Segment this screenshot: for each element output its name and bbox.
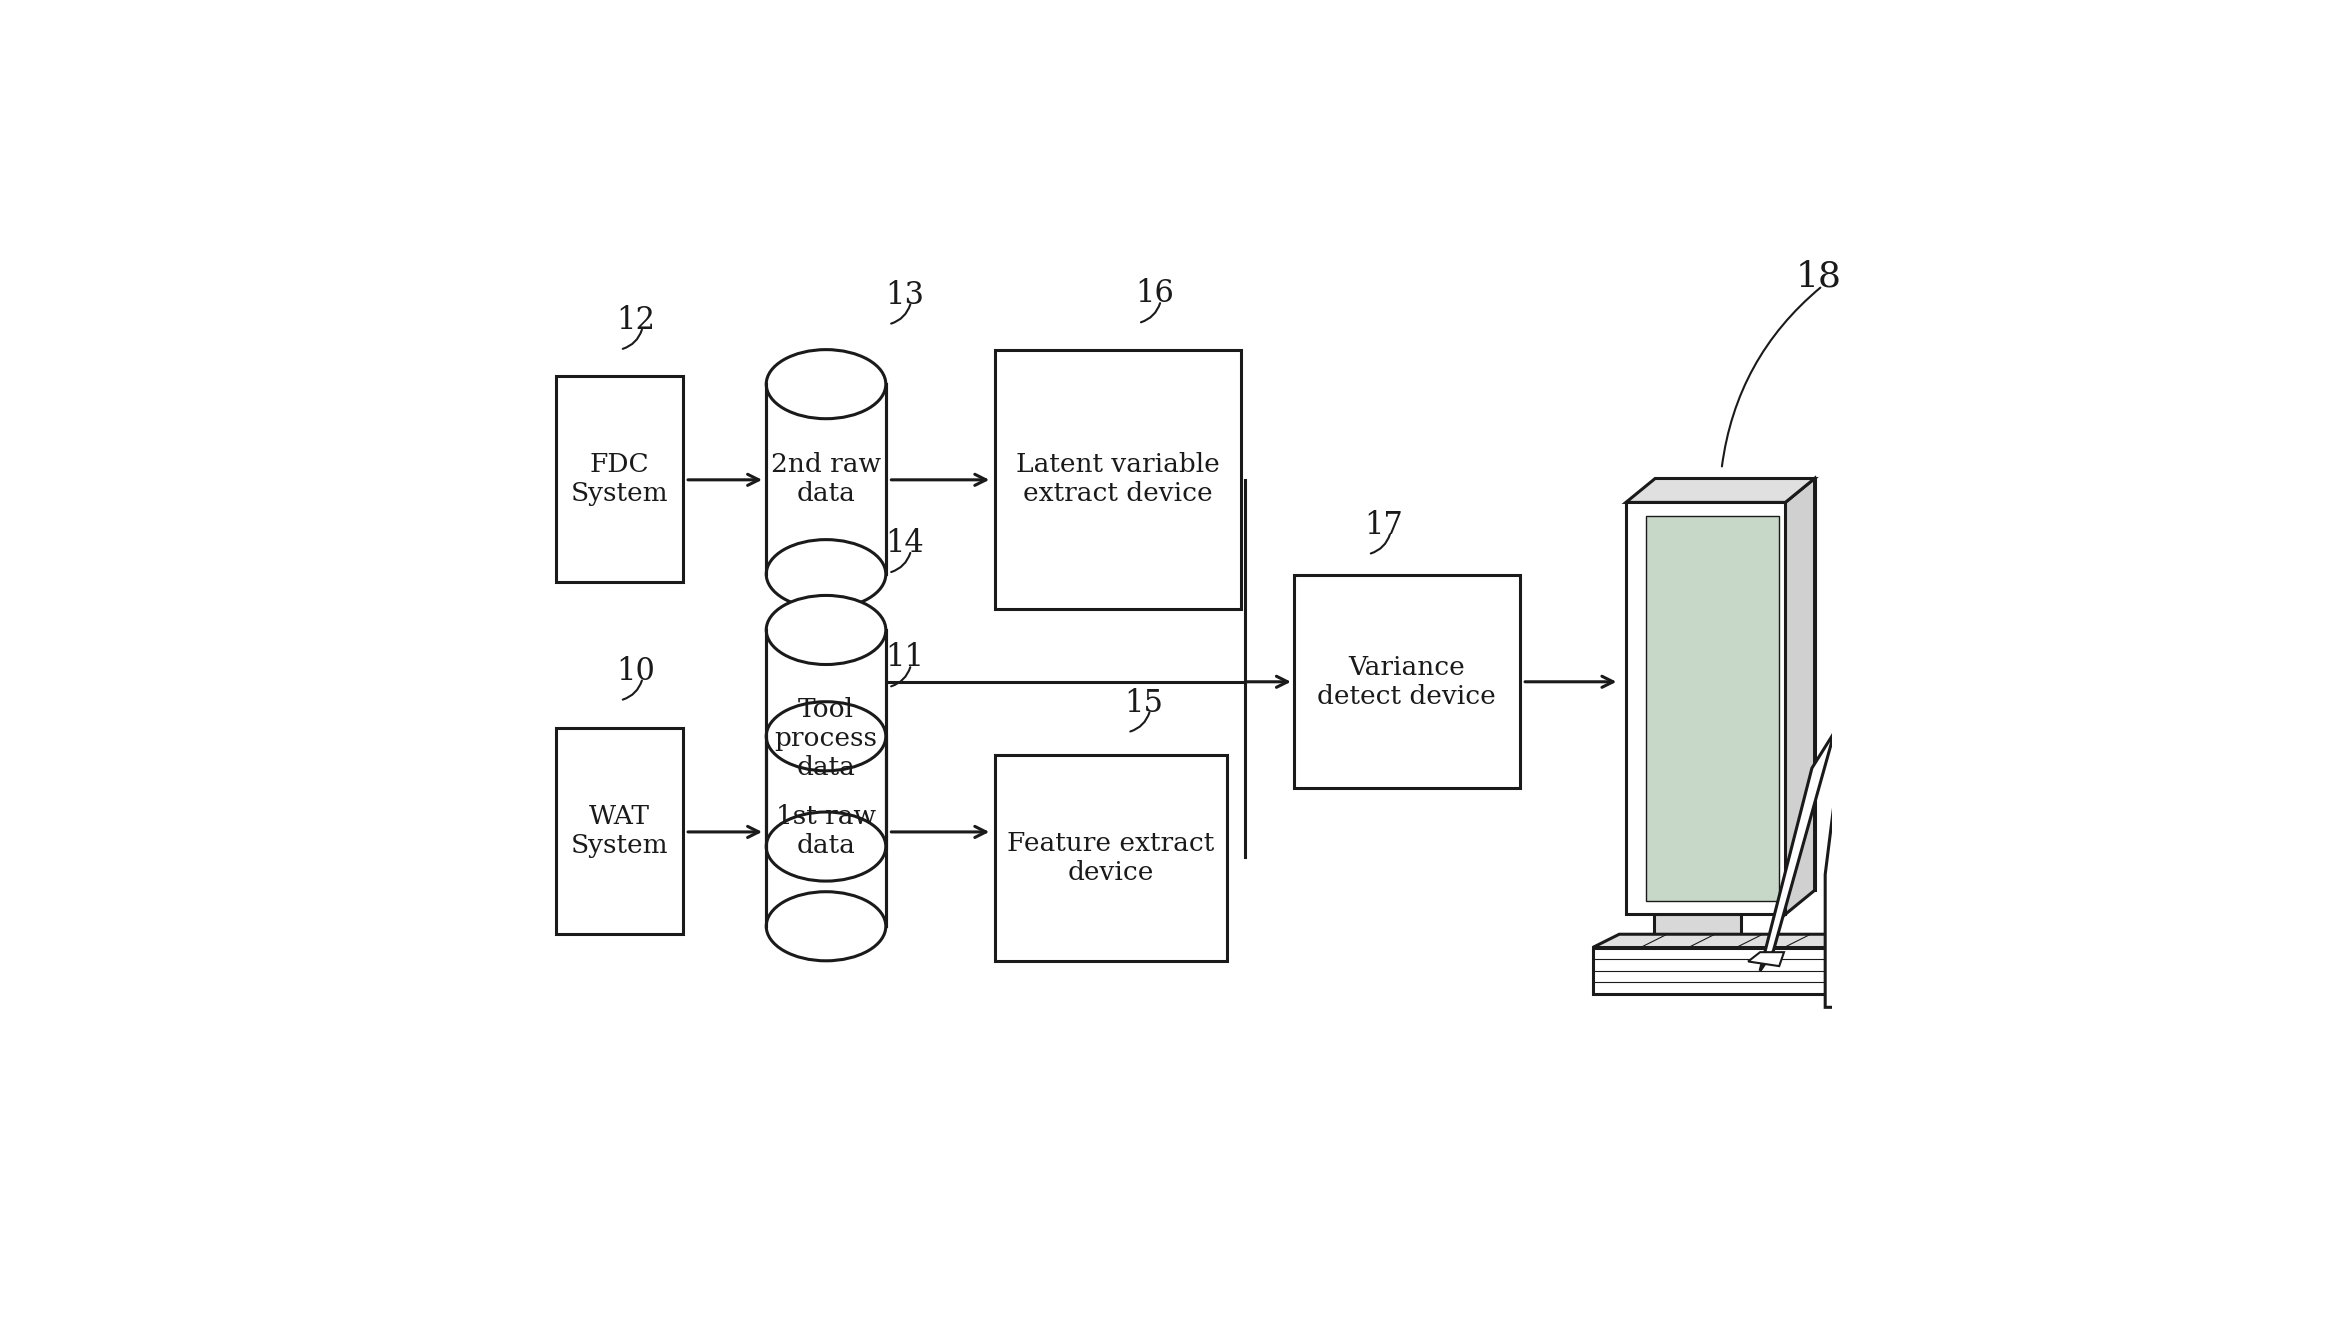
Text: Variance
detect device: Variance detect device: [1317, 655, 1497, 709]
Bar: [556, 376, 682, 582]
Circle shape: [1840, 578, 1943, 679]
Circle shape: [1861, 671, 1910, 719]
Bar: [1294, 575, 1520, 787]
Polygon shape: [1646, 516, 1779, 901]
Bar: [1653, 915, 1742, 939]
Polygon shape: [1826, 675, 1971, 1007]
Ellipse shape: [766, 812, 885, 881]
Text: Feature extract
device: Feature extract device: [1006, 830, 1214, 885]
Bar: [766, 737, 885, 927]
Bar: [995, 349, 1240, 608]
Ellipse shape: [766, 540, 885, 608]
Text: FDC
System: FDC System: [570, 452, 668, 507]
Ellipse shape: [766, 595, 885, 664]
Polygon shape: [1833, 935, 1859, 993]
Text: 16: 16: [1135, 278, 1175, 309]
Ellipse shape: [766, 702, 885, 771]
Bar: [995, 755, 1228, 961]
Ellipse shape: [766, 892, 885, 961]
Polygon shape: [1592, 948, 1833, 993]
Polygon shape: [1786, 479, 1814, 915]
Bar: [766, 384, 885, 574]
Polygon shape: [1656, 479, 1814, 890]
Text: 17: 17: [1364, 509, 1403, 540]
Text: 2nd raw
data: 2nd raw data: [771, 452, 880, 507]
Text: Latent variable
extract device: Latent variable extract device: [1016, 452, 1219, 507]
Text: 1st raw
data: 1st raw data: [775, 805, 876, 858]
Polygon shape: [1625, 503, 1786, 915]
Text: 13: 13: [885, 279, 925, 310]
Ellipse shape: [766, 349, 885, 418]
Text: 18: 18: [1796, 259, 1842, 294]
Text: 11: 11: [885, 642, 925, 674]
Text: 12: 12: [616, 305, 656, 336]
Polygon shape: [1761, 715, 1845, 971]
Text: WAT
System: WAT System: [570, 805, 668, 858]
Bar: [766, 630, 885, 846]
Polygon shape: [1931, 675, 1985, 901]
Polygon shape: [1749, 952, 1784, 967]
Text: 15: 15: [1123, 687, 1163, 718]
Text: 10: 10: [616, 655, 656, 687]
Polygon shape: [1625, 479, 1814, 503]
Text: Tool
process
data: Tool process data: [775, 697, 878, 779]
Text: 14: 14: [885, 528, 925, 559]
Polygon shape: [1592, 935, 1859, 948]
Bar: [556, 729, 682, 935]
